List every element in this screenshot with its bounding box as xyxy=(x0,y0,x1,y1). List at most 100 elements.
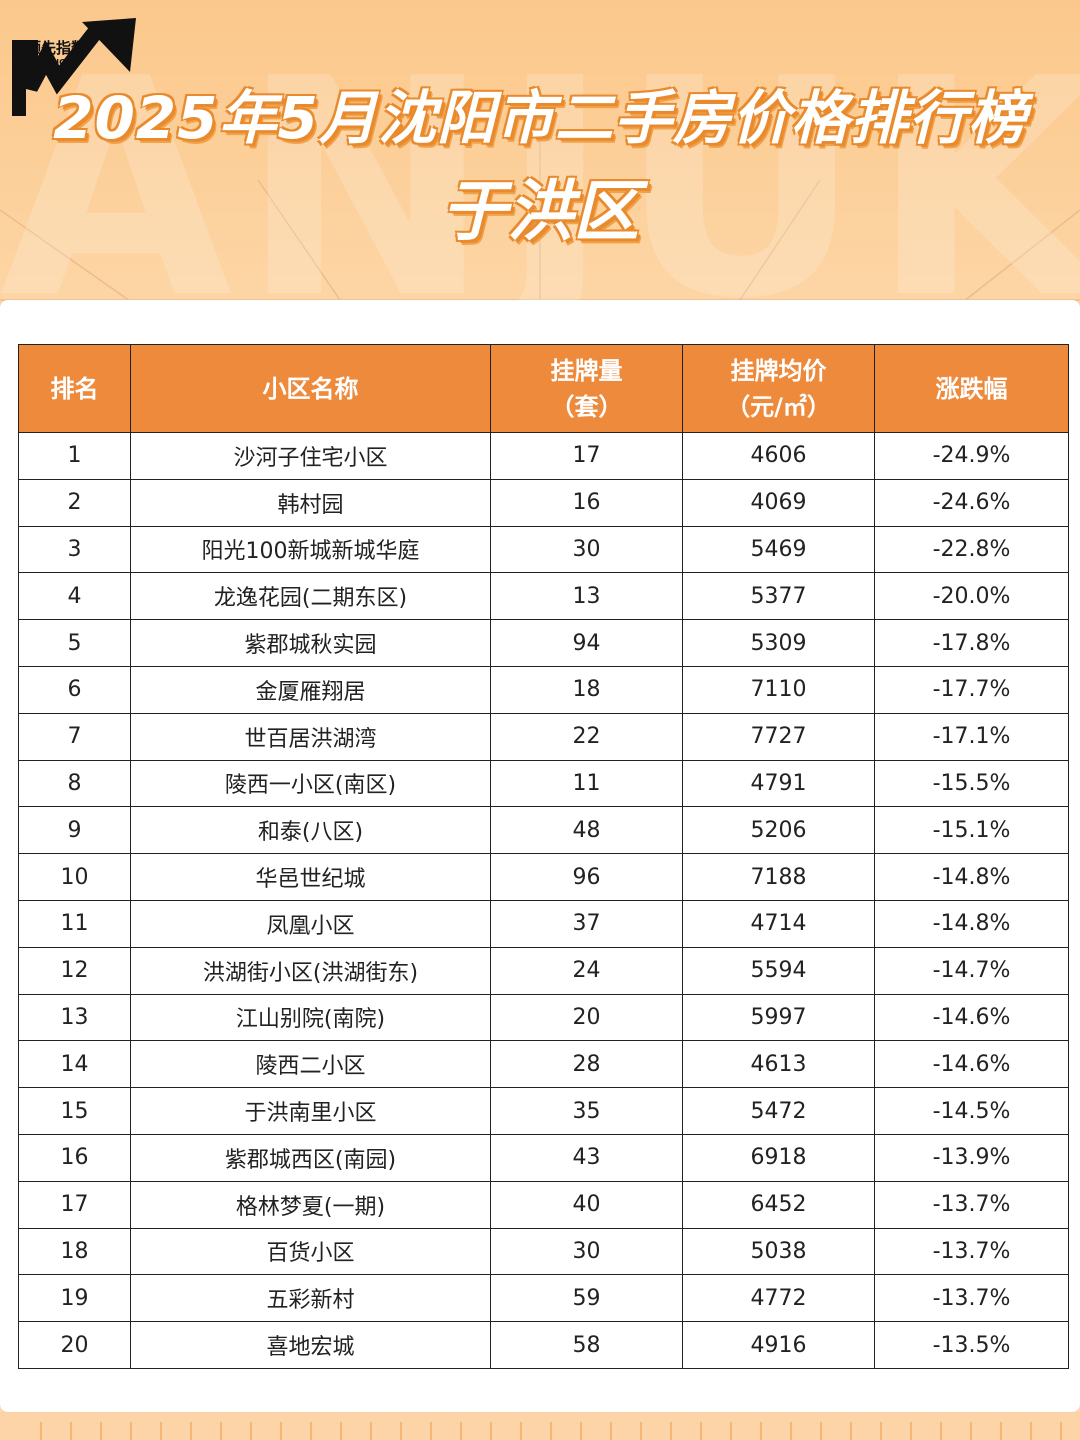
logo-graphic xyxy=(10,18,136,116)
decorative-dash xyxy=(1030,1422,1032,1440)
header-rank: 排名 xyxy=(18,344,131,433)
decorative-dash xyxy=(910,1422,912,1440)
cell-rank: 15 xyxy=(18,1087,131,1135)
cell-rank: 16 xyxy=(18,1133,131,1182)
cell-name: 喜地宏城 xyxy=(130,1321,491,1369)
cell-listings: 94 xyxy=(490,619,683,667)
cell-rank: 19 xyxy=(18,1274,131,1323)
decorative-dash xyxy=(760,1422,762,1440)
cell-change: -17.8% xyxy=(874,619,1069,667)
decorative-dash xyxy=(430,1422,432,1440)
decorative-dash xyxy=(550,1422,552,1440)
cell-change: -14.6% xyxy=(874,993,1069,1042)
cell-listings: 28 xyxy=(490,1040,683,1089)
cell-rank: 10 xyxy=(18,853,131,901)
decorative-dash xyxy=(190,1422,192,1440)
table-row: 9 和泰(八区) 48 5206 -15.1% xyxy=(18,806,1069,855)
cell-change: -13.7% xyxy=(874,1180,1069,1229)
cell-rank: 11 xyxy=(18,899,131,948)
table-row: 14 陵西二小区 28 4613 -14.6% xyxy=(18,1040,1069,1089)
cell-name: 江山别院(南院) xyxy=(130,993,491,1042)
cell-name: 紫郡城西区(南园) xyxy=(130,1133,491,1182)
cell-price: 4069 xyxy=(682,478,875,527)
decorative-dash xyxy=(970,1422,972,1440)
decorative-dash xyxy=(1000,1422,1002,1440)
decorative-dash xyxy=(280,1422,282,1440)
decorative-dash xyxy=(640,1422,642,1440)
watermark-text: ANJUKE xyxy=(0,40,1080,340)
table-row: 1 沙河子住宅小区 17 4606 -24.9% xyxy=(18,432,1069,480)
cell-change: -13.7% xyxy=(874,1274,1069,1323)
cell-change: -24.9% xyxy=(874,432,1069,480)
decorative-dash xyxy=(340,1422,342,1440)
table-header-row: 排名 小区名称 挂牌量 （套） 挂牌均价 （元/㎡） 涨跌幅 xyxy=(18,344,1069,433)
cell-name: 阳光100新城新城华庭 xyxy=(130,525,491,574)
cell-listings: 24 xyxy=(490,946,683,995)
decorative-dash xyxy=(670,1422,672,1440)
bottom-strip xyxy=(0,1412,1080,1440)
cell-price: 7188 xyxy=(682,853,875,901)
table-row: 2 韩村园 16 4069 -24.6% xyxy=(18,478,1069,527)
cell-rank: 17 xyxy=(18,1180,131,1229)
cell-listings: 30 xyxy=(490,525,683,574)
cell-change: -15.5% xyxy=(874,759,1069,808)
cell-change: -14.7% xyxy=(874,946,1069,995)
table-row: 20 喜地宏城 58 4916 -13.5% xyxy=(18,1321,1069,1369)
decorative-dash xyxy=(370,1422,372,1440)
decorative-dash xyxy=(460,1422,462,1440)
cell-name: 凤凰小区 xyxy=(130,899,491,948)
cell-listings: 30 xyxy=(490,1227,683,1276)
cell-rank: 14 xyxy=(18,1040,131,1089)
table-row: 12 洪湖街小区(洪湖街东) 24 5594 -14.7% xyxy=(18,946,1069,995)
cell-name: 陵西一小区(南区) xyxy=(130,759,491,808)
cell-change: -13.5% xyxy=(874,1321,1069,1369)
decorative-dash xyxy=(100,1422,102,1440)
header-change: 涨跌幅 xyxy=(874,344,1069,433)
decorative-dash xyxy=(220,1422,222,1440)
cell-listings: 11 xyxy=(490,759,683,808)
cell-listings: 22 xyxy=(490,712,683,761)
cell-name: 世百居洪湖湾 xyxy=(130,712,491,761)
cell-name: 金厦雁翔居 xyxy=(130,665,491,714)
table-row: 16 紫郡城西区(南园) 43 6918 -13.9% xyxy=(18,1133,1069,1182)
table-row: 15 于洪南里小区 35 5472 -14.5% xyxy=(18,1087,1069,1135)
cell-listings: 17 xyxy=(490,432,683,480)
cell-name: 紫郡城秋实园 xyxy=(130,619,491,667)
cell-listings: 35 xyxy=(490,1087,683,1135)
decorative-dash xyxy=(70,1422,72,1440)
table-row: 17 格林梦夏(一期) 40 6452 -13.7% xyxy=(18,1180,1069,1229)
cell-listings: 20 xyxy=(490,993,683,1042)
cell-name: 华邑世纪城 xyxy=(130,853,491,901)
decorative-dash xyxy=(820,1422,822,1440)
cell-change: -15.1% xyxy=(874,806,1069,855)
cell-name: 陵西二小区 xyxy=(130,1040,491,1089)
cell-name: 沙河子住宅小区 xyxy=(130,432,491,480)
cell-price: 5038 xyxy=(682,1227,875,1276)
cell-listings: 13 xyxy=(490,572,683,621)
cell-price: 4714 xyxy=(682,899,875,948)
cell-price: 4613 xyxy=(682,1040,875,1089)
decorative-dash xyxy=(880,1422,882,1440)
header-name: 小区名称 xyxy=(130,344,491,433)
cell-change: -24.6% xyxy=(874,478,1069,527)
cell-rank: 6 xyxy=(18,665,131,714)
cell-change: -22.8% xyxy=(874,525,1069,574)
cell-price: 5377 xyxy=(682,572,875,621)
cell-price: 5594 xyxy=(682,946,875,995)
cell-listings: 59 xyxy=(490,1274,683,1323)
logo-brand-text: 领先指数 xyxy=(26,39,87,57)
table-row: 8 陵西一小区(南区) 11 4791 -15.5% xyxy=(18,759,1069,808)
decorative-dash xyxy=(700,1422,702,1440)
decorative-dash xyxy=(40,1422,42,1440)
decorative-dash xyxy=(520,1422,522,1440)
cell-rank: 9 xyxy=(18,806,131,855)
page-title: 2025年5月沈阳市二手房价格排行榜 xyxy=(53,84,1027,152)
table-row: 18 百货小区 30 5038 -13.7% xyxy=(18,1227,1069,1276)
table-row: 10 华邑世纪城 96 7188 -14.8% xyxy=(18,853,1069,901)
cell-listings: 48 xyxy=(490,806,683,855)
cell-name: 五彩新村 xyxy=(130,1274,491,1323)
table-row: 19 五彩新村 59 4772 -13.7% xyxy=(18,1274,1069,1323)
cell-price: 6918 xyxy=(682,1133,875,1182)
decorative-dash xyxy=(580,1422,582,1440)
cell-price: 6452 xyxy=(682,1180,875,1229)
